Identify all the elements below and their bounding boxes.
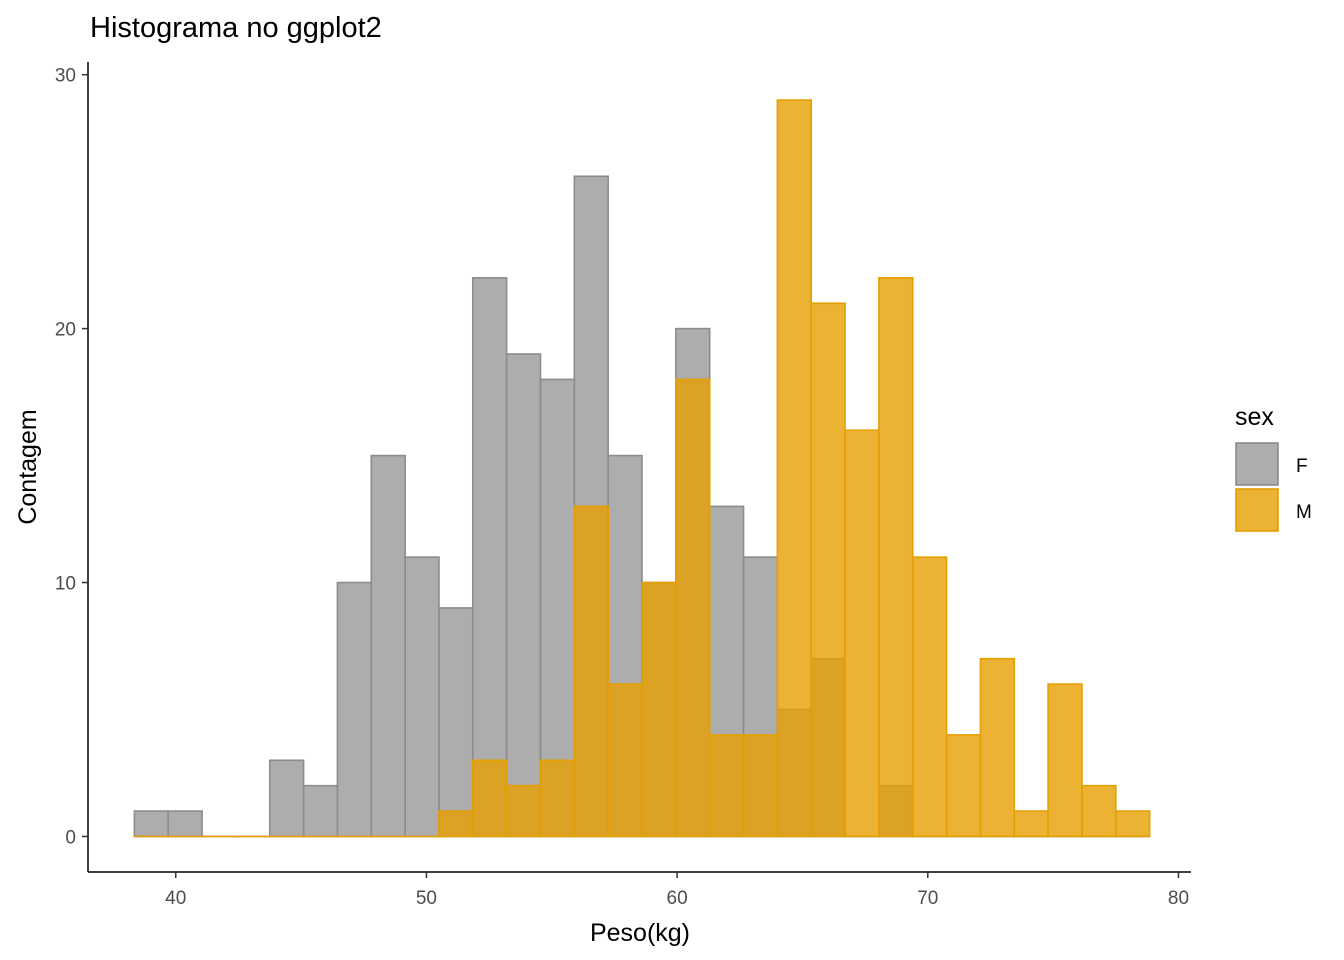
bar-F-4	[268, 759, 305, 838]
bar-M-16	[675, 378, 711, 838]
bar-M-21	[844, 429, 880, 838]
bar-M-18	[742, 734, 779, 838]
legend-title: sex	[1235, 403, 1274, 431]
y-tick-label-3: 30	[55, 66, 76, 87]
x-tick-label-1: 50	[416, 888, 437, 909]
bar-M-27	[1047, 683, 1083, 838]
bar-M-25	[979, 657, 1016, 838]
y-tick-label-1: 10	[55, 574, 76, 595]
legend: sex FM	[1235, 403, 1312, 532]
bar-M-23	[911, 556, 948, 838]
legend-swatch-M	[1235, 488, 1279, 532]
bar-F-0	[133, 810, 170, 838]
bar-M-26	[1013, 810, 1049, 838]
bar-F-6	[336, 581, 373, 838]
y-tick-label-2: 20	[55, 320, 76, 341]
x-tick-label-4: 80	[1168, 888, 1189, 909]
bar-M-10	[471, 759, 508, 838]
legend-label-F: F	[1296, 456, 1308, 477]
legend-swatch-F	[1235, 442, 1279, 486]
bars-layer	[133, 99, 1151, 838]
bar-F-11	[505, 353, 542, 838]
x-tick-label-2: 60	[667, 888, 688, 909]
bar-M-14	[607, 683, 643, 838]
axes-layer	[87, 62, 1191, 873]
bar-F-9	[438, 607, 474, 838]
bar-F-10	[471, 277, 508, 838]
bar-M-24	[945, 734, 982, 838]
series-M	[133, 99, 1151, 838]
legend-items: FM	[1235, 442, 1312, 532]
x-axis-label: Peso(kg)	[590, 919, 690, 947]
bar-F-5	[302, 784, 339, 838]
bar-M-15	[641, 581, 677, 838]
chart-title: Histograma no ggplot2	[90, 12, 382, 44]
bar-M-13	[573, 505, 609, 838]
ticks-layer: 40 50 60 70 80 0 10 20 30	[55, 66, 1189, 909]
bar-M-11	[505, 784, 542, 838]
bar-M-22	[878, 277, 914, 838]
bar-M-19	[776, 99, 813, 838]
bar-F-7	[370, 454, 406, 838]
bar-M-20	[810, 302, 846, 838]
bar-M-29	[1114, 810, 1151, 838]
bar-F-1	[167, 810, 203, 838]
bar-M-17	[708, 734, 745, 838]
x-tick-label-3: 70	[917, 888, 938, 909]
x-tick-label-0: 40	[165, 888, 186, 909]
y-axis-label: Contagem	[14, 409, 42, 524]
y-tick-label-0: 0	[65, 827, 76, 848]
bar-F-8	[404, 556, 440, 838]
bar-M-9	[438, 810, 474, 838]
bar-M-12	[539, 759, 576, 838]
legend-label-M: M	[1296, 502, 1312, 523]
bar-M-28	[1081, 784, 1117, 838]
